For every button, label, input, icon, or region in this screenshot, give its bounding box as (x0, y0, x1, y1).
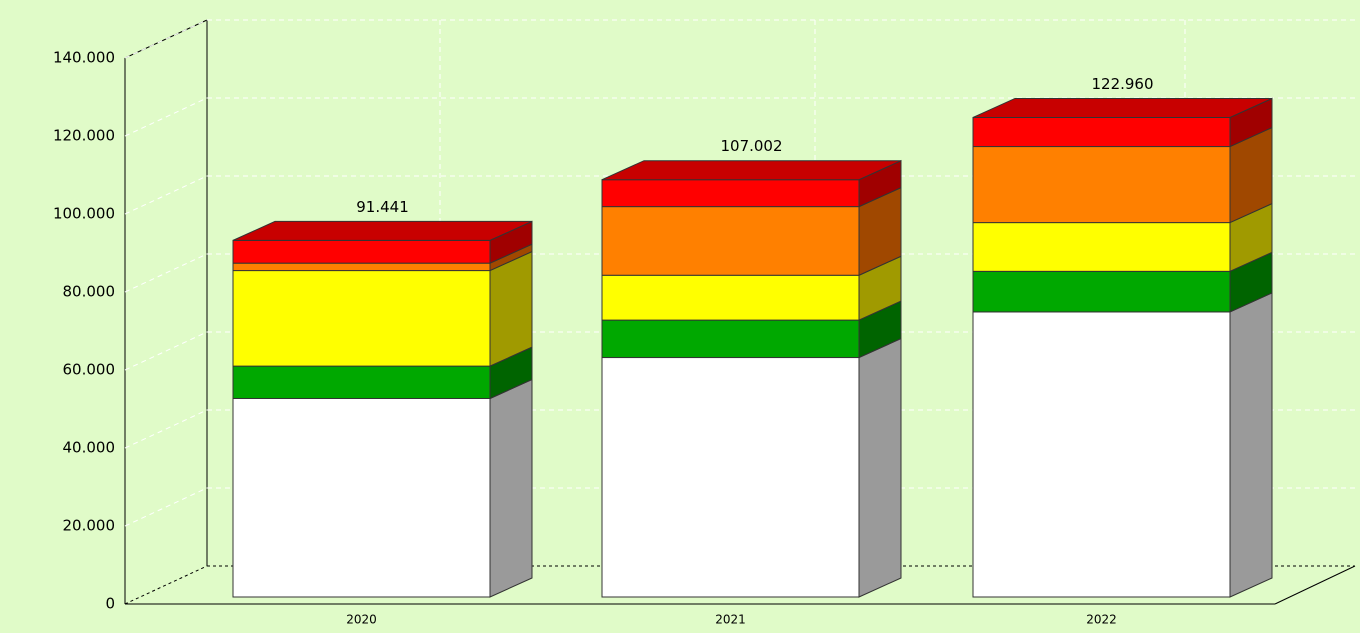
y-tick-label: 100.000 (53, 205, 115, 223)
grid-diagonal (124, 409, 208, 449)
bar-segment (232, 365, 491, 399)
grid-diagonal (124, 253, 208, 293)
bar-segment (601, 206, 860, 276)
bar-segment (601, 357, 860, 598)
bar-segment (972, 311, 1231, 598)
floor-right (1274, 565, 1356, 605)
bar-segment (232, 397, 491, 598)
grid-diagonal (124, 487, 208, 527)
bar-top (232, 220, 533, 241)
bar-segment (232, 270, 491, 367)
bar-segment (232, 262, 491, 272)
bar-side (1229, 292, 1273, 598)
bar-side (489, 378, 533, 598)
bar-top (601, 160, 902, 181)
bar-segment (601, 179, 860, 208)
bar-segment (972, 146, 1231, 224)
bar-segment (972, 270, 1231, 313)
y-tick-label: 140.000 (53, 49, 115, 67)
x-tick-label: 2022 (1086, 613, 1117, 627)
y-tick-label: 80.000 (63, 283, 116, 301)
x-tick-label: 2021 (715, 613, 746, 627)
grid-diagonal (124, 97, 208, 137)
y-tick-label: 120.000 (53, 127, 115, 145)
bar-top (972, 97, 1273, 118)
y-tick-label: 40.000 (63, 439, 116, 457)
bar-segment (601, 274, 860, 321)
y-tick-label: 0 (105, 595, 115, 613)
y-tick-label: 60.000 (63, 361, 116, 379)
grid-diagonal (124, 175, 208, 215)
grid-diagonal (124, 331, 208, 371)
total-label: 107.002 (720, 137, 782, 155)
grid-diagonal (124, 19, 208, 59)
y-tick-label: 20.000 (63, 517, 116, 535)
bar-segment (601, 319, 860, 359)
bar-side (858, 337, 902, 598)
bar-segment (972, 222, 1231, 272)
total-label: 122.960 (1091, 75, 1153, 93)
bar-side (489, 250, 533, 367)
x-tick-label: 2020 (346, 613, 377, 627)
total-label: 91.441 (356, 198, 409, 216)
bar-segment (972, 116, 1231, 148)
bar-segment (232, 239, 491, 264)
